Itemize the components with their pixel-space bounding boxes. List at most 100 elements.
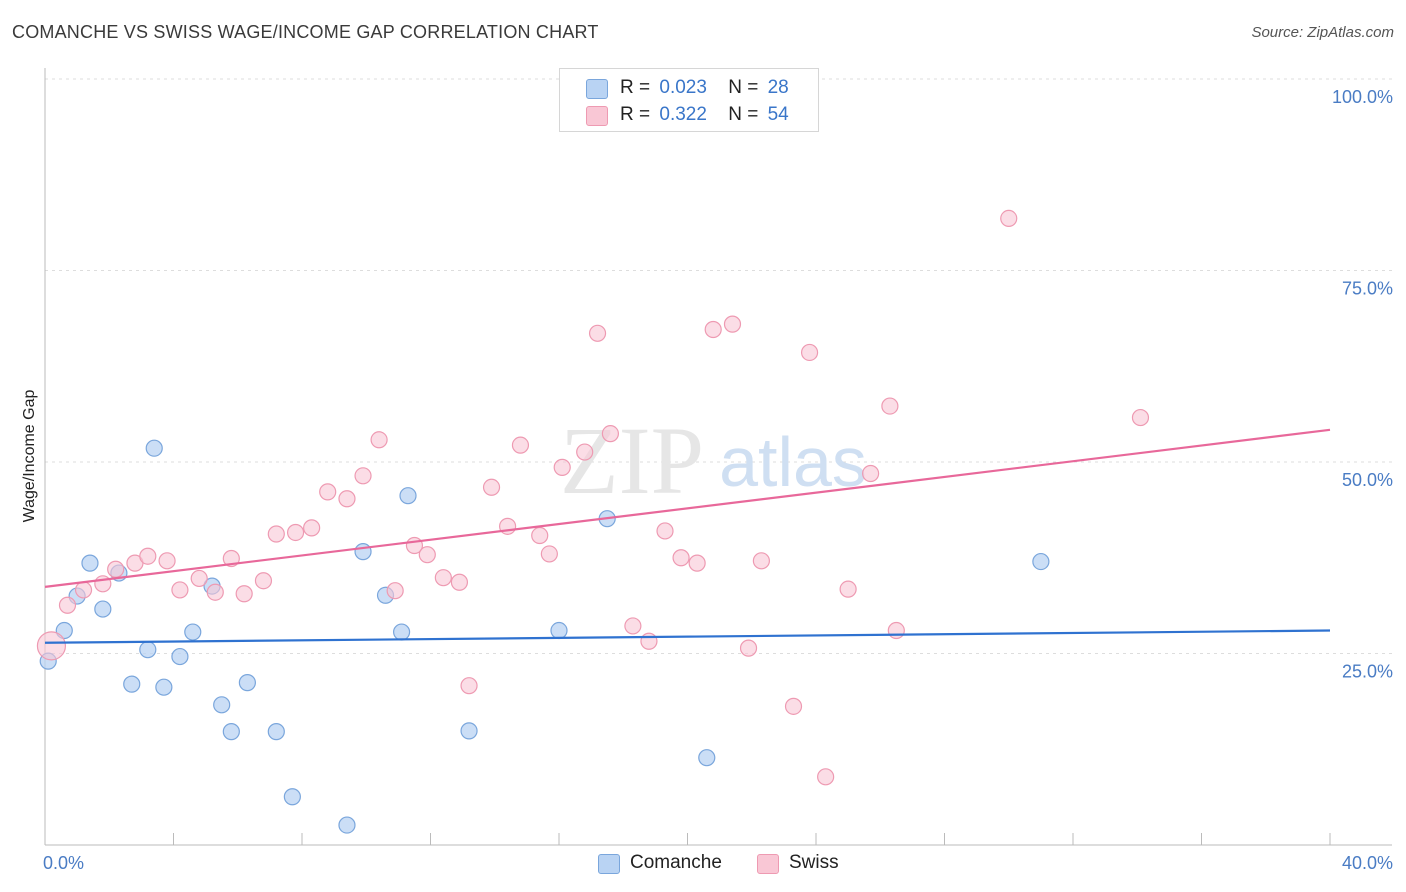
grid-lines: [45, 78, 1392, 654]
watermark-atlas: atlas: [719, 423, 867, 501]
comanche-point: [392, 623, 411, 641]
swiss-point: [303, 519, 321, 537]
comanche-point: [213, 696, 231, 714]
r-value: 0.322: [659, 104, 707, 125]
swiss-point: [887, 621, 905, 640]
swiss-point: [36, 631, 67, 661]
tick-labels: 25.0% 50.0% 75.0% 100.0% 0.0% 40.0%: [43, 87, 1393, 873]
comanche-swatch: [598, 854, 620, 874]
y-tick-label: 50.0%: [1342, 470, 1393, 490]
swiss-trend-line: [44, 428, 1331, 588]
swiss-point: [286, 523, 305, 542]
swiss-point: [267, 525, 285, 543]
swiss-swatch: [586, 106, 608, 126]
y-tick-label: 25.0%: [1342, 662, 1393, 682]
swiss-point: [553, 458, 571, 476]
swiss-point: [739, 639, 758, 657]
swiss-point: [235, 585, 253, 603]
r-label: R =: [620, 77, 651, 98]
swiss-point: [601, 425, 620, 443]
swiss-point: [158, 552, 176, 570]
swiss-point: [640, 632, 658, 650]
comanche-point: [155, 678, 173, 696]
source-credit: Source: ZipAtlas.com: [1251, 24, 1394, 41]
swiss-point: [531, 526, 549, 545]
n-label: N =: [728, 77, 759, 98]
n-value: 28: [767, 77, 789, 98]
comanche-swatch: [586, 79, 608, 99]
swiss-point: [839, 580, 857, 598]
y-tick-label: 75.0%: [1342, 279, 1393, 299]
n-value: 54: [767, 104, 789, 125]
comanche-point: [123, 675, 141, 693]
y-axis-label: Wage/Income Gap: [21, 390, 38, 523]
swiss-point: [576, 443, 594, 461]
swiss-point: [107, 560, 125, 578]
y-tick-label: 100.0%: [1332, 87, 1393, 107]
comanche-point: [267, 723, 285, 741]
swiss-point: [723, 315, 742, 333]
swiss-point: [1131, 408, 1150, 427]
swiss-point: [624, 617, 642, 635]
swiss-point: [784, 697, 803, 715]
comanche-point: [698, 749, 716, 767]
swiss-point: [588, 324, 607, 342]
swiss-swatch: [757, 854, 779, 874]
comanche-point: [222, 723, 240, 741]
watermark-zip: ZIP: [560, 407, 704, 514]
swiss-point: [752, 552, 770, 570]
legend-label-comanche: Comanche: [630, 852, 722, 873]
comanche-point: [171, 647, 189, 666]
swiss-point: [704, 320, 722, 339]
swiss-point: [460, 677, 478, 695]
swiss-point: [511, 436, 530, 454]
comanche-point: [184, 623, 202, 641]
trend-lines: [44, 428, 1331, 644]
correlation-legend: R = 0.023 N = 28 R = 0.322 N = 54: [559, 68, 819, 132]
x-tick-label: 40.0%: [1342, 853, 1393, 873]
swiss-point: [386, 582, 404, 600]
swiss-point: [338, 490, 356, 508]
legend-text-swiss: R = 0.322 N = 54: [620, 104, 789, 126]
swiss-point: [74, 581, 93, 599]
swiss-point: [434, 569, 452, 587]
swiss-point: [370, 431, 388, 449]
axes: [44, 68, 1392, 846]
comanche-point: [145, 439, 163, 457]
legend-text-comanche: R = 0.023 N = 28: [620, 77, 789, 99]
swiss-point: [688, 554, 706, 572]
swiss-point: [171, 581, 189, 599]
comanche-points: [39, 439, 1050, 834]
comanche-point: [139, 641, 157, 659]
n-label: N =: [728, 104, 759, 125]
comanche-point: [238, 674, 256, 692]
swiss-point: [58, 596, 77, 614]
swiss-point: [354, 467, 372, 485]
swiss-point: [190, 569, 208, 588]
comanche-point: [94, 600, 112, 618]
comanche-point: [399, 487, 417, 505]
comanche-point: [460, 722, 478, 740]
comanche-point: [1032, 552, 1050, 571]
swiss-point: [482, 478, 501, 496]
swiss-point: [139, 547, 157, 565]
swiss-point: [672, 549, 690, 567]
swiss-point: [1000, 209, 1018, 228]
swiss-point: [319, 483, 337, 501]
x-tick-label: 0.0%: [43, 853, 84, 873]
r-value: 0.023: [659, 77, 707, 98]
swiss-point: [254, 572, 273, 590]
swiss-point: [418, 546, 436, 564]
comanche-trend-line: [44, 629, 1331, 644]
swiss-point: [206, 583, 224, 601]
comanche-point: [550, 621, 568, 640]
comanche-point: [338, 816, 356, 834]
swiss-point: [656, 522, 674, 540]
comanche-point: [283, 788, 301, 806]
swiss-point: [800, 343, 819, 362]
chart-title: COMANCHE VS SWISS WAGE/INCOME GAP CORREL…: [12, 22, 599, 42]
swiss-point: [881, 397, 899, 415]
watermark: ZIP atlas: [560, 407, 867, 514]
comanche-point: [81, 554, 99, 572]
